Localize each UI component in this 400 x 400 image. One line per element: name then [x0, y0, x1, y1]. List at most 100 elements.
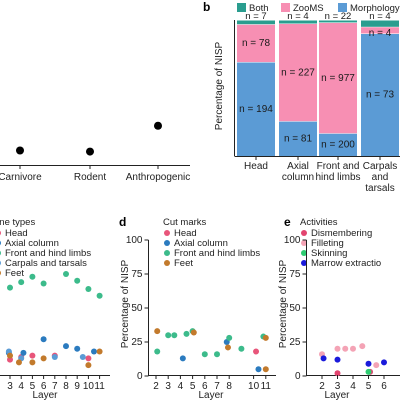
panel-d-legend-label-1: Axial column: [174, 238, 228, 249]
panel-b-x-tick-label-3-1: and: [372, 172, 389, 183]
panel-c-x-axis-title: Layer: [32, 390, 58, 400]
panel-d-point-2-1: [165, 332, 172, 339]
panel-c-legend-dot-4: [0, 270, 1, 276]
panel-d-x-tick-label-6: 8: [226, 381, 232, 392]
panel-b-bar-label-zooms-2: n = 977: [321, 73, 355, 84]
panel-d-y-tick-label-2: 50: [131, 303, 143, 314]
panel-c-legend-label-0: Head: [5, 228, 28, 239]
panel-c-legend-label-3: Carpals and tarsals: [5, 258, 87, 269]
panel-c-x-tick-label-3: 6: [41, 381, 47, 392]
panel-b-legend: Both ZooMS Morphology: [237, 3, 400, 14]
panel-c-point-1-1: [20, 349, 27, 356]
panel-e-scatter: e ActivitiesDismemberingFilletingSkinnin…: [278, 215, 400, 400]
panel-c-x-tick-label-4: 7: [52, 381, 58, 392]
panel-b-x-tick-label-3-2: tarsals: [365, 183, 394, 194]
panel-d-y-tick-label-3: 75: [131, 269, 143, 280]
panel-e-legend-dot-3: [301, 260, 307, 266]
panel-b-bar-both-3: [361, 20, 399, 27]
panel-c-point-2-1: [18, 279, 25, 286]
panel-a-point-0: [16, 146, 24, 155]
panel-b-bar-zooms-0: [237, 24, 275, 63]
panel-d-point-3-2: [224, 344, 231, 351]
panel-d-x-tick-label-4: 6: [202, 381, 208, 392]
panel-d-legend-label-2: Front and hind limbs: [174, 248, 260, 259]
panel-d-point-2-6: [214, 351, 220, 358]
panel-c-point-2-7: [96, 292, 103, 299]
panel-d-point-2-3: [183, 330, 190, 337]
panel-c-point-3-3: [79, 353, 86, 360]
panel-e-point-3-0: [320, 355, 327, 362]
panel-e-legend-label-0: Dismembering: [311, 228, 372, 239]
panel-d-legend-dot-0: [164, 230, 170, 236]
panel-c-point-2-2: [29, 273, 36, 280]
panel-b-bar-total-2: n = 22: [325, 11, 352, 22]
panel-c-point-0-4: [85, 355, 92, 362]
panel-e-point-1-5: [373, 362, 380, 369]
panel-b-y-axis-title: Percentage of NISP: [214, 41, 225, 130]
panel-a-anthropogenic-scatter: Carnivore Rodent Anthropogenic: [0, 121, 191, 183]
panel-c-point-4-0: [7, 352, 13, 359]
panel-b-bar-morphology-2: [319, 133, 357, 156]
panel-e-legend-label-3: Marrow extractio: [311, 258, 381, 269]
panel-d-point-2-8: [238, 345, 245, 352]
panel-d-point-2-5: [201, 351, 208, 358]
panel-c-point-1-2: [40, 336, 47, 343]
panel-b-x-tick-label-0-0: Head: [244, 161, 268, 172]
panel-d-x-tick-label-1: 3: [165, 381, 171, 392]
panel-d-legend-title: Cut marks: [163, 217, 207, 228]
panel-c-point-4-1: [15, 359, 22, 366]
panel-c-point-1-3: [63, 343, 69, 350]
panel-c-legend-title: one types: [0, 217, 35, 228]
panel-b-bar-label-morphology-1: n = 81: [284, 134, 313, 145]
panel-d-x-axis-title: Layer: [198, 390, 224, 400]
panel-c-legend-label-2: Front and hind limbs: [5, 248, 91, 259]
panel-c-x-tick-label-2: 5: [30, 381, 36, 392]
panel-e-point-3-2: [365, 360, 372, 367]
panel-e-point-1-4: [359, 343, 366, 350]
panel-c-point-4-4: [85, 362, 92, 369]
panel-c-point-2-4: [63, 271, 69, 277]
panel-d-y-tick-label-1: 25: [131, 337, 143, 348]
panel-b-bar-morphology-0: [237, 62, 275, 156]
panel-e-x-tick-label-1: 3: [335, 381, 341, 392]
panel-e-y-tick-label-3: 75: [289, 269, 301, 280]
panel-b-legend-label-both: Both: [249, 3, 269, 14]
panel-e-y-tick-label-0: 0: [295, 371, 301, 382]
panel-a-x-tick-label-2: Anthropogenic: [126, 172, 191, 183]
panel-e-x-tick-label-3: 5: [366, 381, 372, 392]
panel-d-x-tick-label-7: 10: [248, 381, 260, 392]
panel-e-legend-label-2: Skinning: [311, 248, 347, 259]
panel-d-point-3-1: [190, 329, 197, 336]
panel-d-letter: d: [119, 215, 126, 229]
panel-c-point-4-3: [40, 355, 47, 362]
panel-d-point-0-0: [253, 348, 260, 355]
panel-d-point-1-0: [179, 355, 186, 362]
panel-d-x-tick-label-8: 11: [261, 381, 272, 392]
panel-b-bar-morphology-1: [279, 121, 317, 156]
panel-e-point-0-0: [334, 370, 341, 377]
panel-e-y-tick-label-4: 100: [284, 235, 301, 246]
panel-d-point-2-7: [226, 334, 233, 341]
panel-e-point-3-1: [334, 356, 341, 363]
panel-d-point-2-0: [154, 348, 161, 355]
panel-d-y-tick-label-0: 0: [137, 371, 143, 382]
panel-d-legend-label-0: Head: [174, 228, 197, 239]
panel-b-bar-both-1: [279, 20, 317, 24]
panel-e-legend-dot-1: [301, 240, 307, 246]
panel-c-point-2-5: [74, 277, 81, 284]
panel-e-legend-dot-0: [301, 230, 307, 236]
panel-e-x-axis-title: Layer: [324, 390, 350, 400]
panel-b-x-tick-label-1-0: Axial: [287, 161, 309, 172]
panel-e-y-tick-label-2: 50: [289, 303, 301, 314]
panel-d-x-tick-label-5: 7: [214, 381, 220, 392]
panel-a-x-tick-label-0: Carnivore: [0, 172, 42, 183]
panel-b-legend-label-morphology: Morphology: [350, 3, 400, 14]
panel-b-legend-swatch-morphology: [338, 3, 347, 12]
panel-b-bar-total-1: n = 4: [287, 11, 308, 22]
panel-c-legend-dot-3: [0, 260, 1, 266]
panel-c-point-1-4: [74, 345, 81, 352]
